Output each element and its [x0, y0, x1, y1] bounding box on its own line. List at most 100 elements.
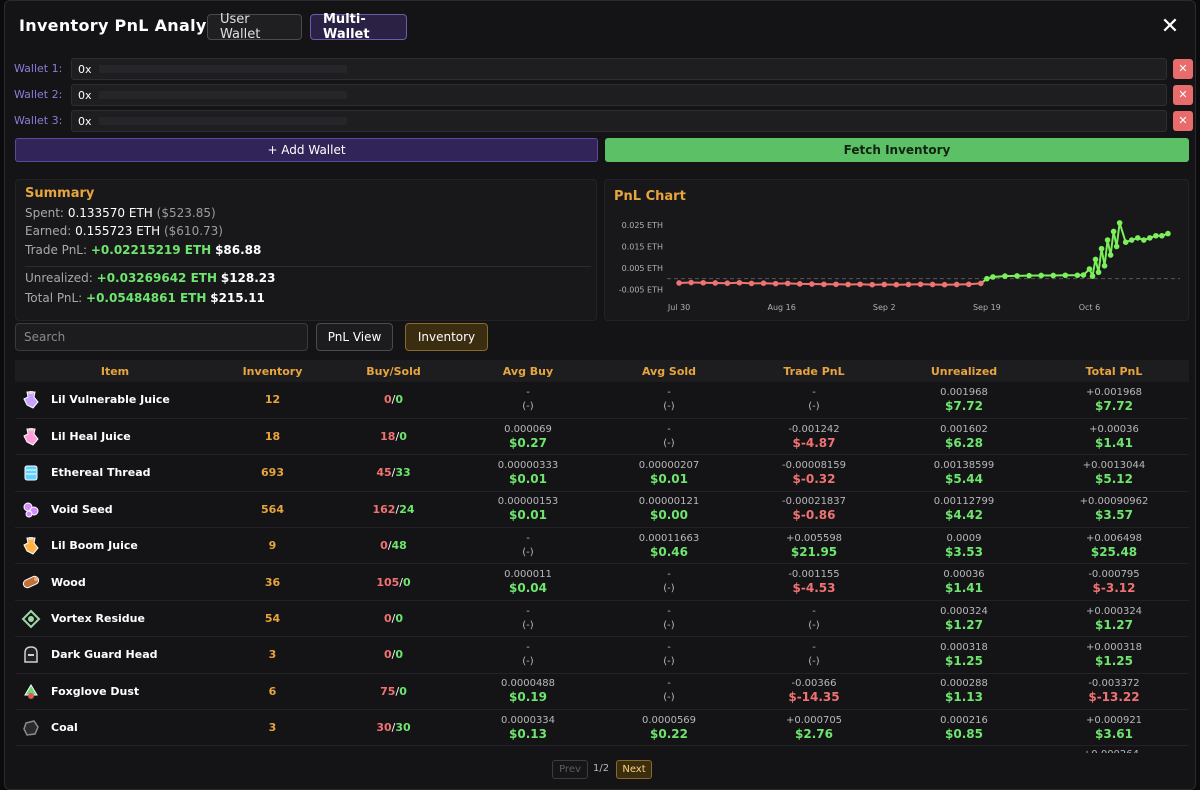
inventory-cell: 18: [215, 418, 330, 454]
add-wallet-button[interactable]: + Add Wallet: [15, 138, 598, 162]
avg-buy-eth: 0.000069: [504, 423, 552, 435]
prev-page-button[interactable]: Prev: [552, 760, 588, 779]
wallet-input-2[interactable]: [71, 84, 1167, 106]
total-pnl-cell: +0.000921 $3.61: [1039, 710, 1189, 746]
redacted-address: [99, 117, 347, 125]
item-cell: Ethereal Thread: [15, 455, 215, 491]
column-header[interactable]: Total PnL: [1039, 360, 1189, 382]
inventory-cell: 12: [215, 382, 330, 418]
table-row[interactable]: Foxglove Dust 6 75/0 0.0000488 $0.19 - (…: [15, 673, 1189, 710]
table-row[interactable]: Coal 3 30/30 0.0000334 $0.13 0.0000569 $…: [15, 710, 1189, 746]
table-header-row: Item Inventory Buy/Sold Avg Buy Avg Sold…: [15, 360, 1189, 382]
table-row[interactable]: Void Seed 564 162/24 0.00000153 $0.01 0.…: [15, 491, 1189, 528]
table-row[interactable]: Wood 36 105/0 0.000011 $0.04 - (-) -0.00…: [15, 564, 1189, 601]
separator: /: [391, 393, 396, 407]
sold-count: 0: [403, 575, 411, 589]
user-wallet-button[interactable]: User Wallet: [207, 12, 302, 42]
total-pnl-usd: $7.72: [1095, 398, 1133, 413]
data-point: [978, 280, 984, 287]
total-pnl-eth: -0.003372: [1088, 678, 1140, 690]
column-header[interactable]: Avg Sold: [599, 360, 739, 382]
wood-icon: [22, 575, 40, 589]
column-header[interactable]: Item: [15, 360, 215, 382]
fetch-inventory-button[interactable]: Fetch Inventory: [605, 138, 1189, 162]
buy-sold-cell: 162/24: [330, 491, 457, 527]
series-segment: [1109, 231, 1115, 256]
item-name: Lil Boom Juice: [51, 539, 138, 553]
data-point: [990, 274, 996, 280]
avg-sold-usd: $0.46: [650, 544, 688, 559]
item-name: Vortex Residue: [51, 612, 145, 626]
buy-sold-cell: 0/0: [330, 637, 457, 673]
buy-sold-cell: 105/0: [330, 564, 457, 600]
unrealized-eth: 0.0009: [946, 532, 982, 544]
avg-buy-eth: 0.0000334: [500, 714, 556, 726]
table-row[interactable]: Vortex Residue 54 0/0 - (-) - (-) - (-) …: [15, 600, 1189, 637]
total-pnl-cell: +0.000324 $1.27: [1039, 600, 1189, 636]
data-point: [1014, 273, 1020, 279]
separator: /: [387, 539, 392, 553]
remove-wallet-button[interactable]: ✕: [1173, 59, 1193, 79]
unrealized-cell: 0.001602 $6.28: [889, 418, 1039, 454]
column-header[interactable]: Avg Buy: [457, 360, 599, 382]
series-segment: [1091, 259, 1097, 277]
table-row[interactable]: Lil Heal Juice 18 18/0 0.000069 $0.27 - …: [15, 418, 1189, 455]
total-pnl-line: Total PnL: +0.05484861 ETH $215.11: [25, 291, 265, 305]
tab-pnl-view[interactable]: PnL View: [316, 323, 393, 351]
total-pnl-usd: $3.61: [1095, 726, 1133, 741]
unrealized-usd: $0.85: [945, 726, 983, 741]
unrealized-cell: 0.000288 $1.13: [889, 673, 1039, 709]
column-header[interactable]: Buy/Sold: [330, 360, 457, 382]
wallet-input-3[interactable]: [71, 110, 1167, 132]
table-row[interactable]: Ethereal Thread 693 45/33 0.00000333 $0.…: [15, 455, 1189, 492]
data-point: [1050, 272, 1057, 279]
sold-count: 24: [399, 502, 415, 516]
data-point: [869, 281, 875, 288]
table-row[interactable]: Lil Boom Juice 9 0/48 - (-) 0.00011663 $…: [15, 528, 1189, 564]
remove-wallet-button[interactable]: ✕: [1173, 85, 1193, 105]
total-pnl-eth: +0.00090962: [1079, 496, 1149, 508]
remove-wallet-button[interactable]: ✕: [1173, 111, 1193, 131]
total-pnl-eth: +0.0013044: [1082, 459, 1146, 471]
unrealized-eth: 0.000216: [940, 714, 988, 726]
inventory-count: 3: [268, 648, 277, 662]
avg-buy-eth: 0.000011: [504, 569, 552, 581]
data-point: [1092, 256, 1099, 263]
search-input[interactable]: [15, 323, 308, 351]
total-pnl-usd: $25.48: [1090, 544, 1138, 559]
trade-pnl-usd: $-0.32: [792, 471, 836, 486]
item-cell: Wood: [15, 564, 215, 600]
avg-sold-usd: (-): [663, 583, 675, 595]
buy-sold-cell: 45/33: [330, 455, 457, 491]
bought-count: 105: [376, 575, 400, 589]
wallet-input-1[interactable]: [71, 58, 1167, 80]
inventory-cell: 36: [215, 564, 330, 600]
trade-pnl-eth: -0.001155: [788, 569, 840, 581]
data-point: [893, 281, 900, 288]
total-pnl-usd: $-3.12: [1092, 581, 1136, 596]
data-point: [821, 281, 827, 288]
avg-sold-usd: (-): [663, 400, 675, 412]
unrealized-cell: 0.000324 $1.27: [889, 600, 1039, 636]
tab-inventory[interactable]: Inventory: [405, 323, 488, 351]
unrealized-usd: $7.72: [945, 398, 983, 413]
column-header[interactable]: Trade PnL: [739, 360, 889, 382]
inventory-table: Item Inventory Buy/Sold Avg Buy Avg Sold…: [15, 360, 1189, 753]
next-page-button[interactable]: Next: [616, 760, 652, 779]
bought-count: 30: [376, 721, 392, 735]
x-tick-label: Aug 16: [767, 303, 795, 312]
avg-buy-cell: 0.00000153 $0.01: [457, 491, 599, 527]
trade-usd: $86.88: [215, 243, 262, 257]
column-header[interactable]: Unrealized: [889, 360, 1039, 382]
column-header[interactable]: Inventory: [215, 360, 330, 382]
table-row[interactable]: Lil Vulnerable Juice 12 0/0 - (-) - (-) …: [15, 382, 1189, 419]
inventory-count: 9: [268, 539, 277, 553]
modal-title: Inventory PnL Analysis: [19, 16, 233, 35]
close-icon[interactable]: ✕: [1160, 14, 1180, 39]
table-row[interactable]: Dark Guard Head 3 0/0 - (-) - (-) - (-) …: [15, 637, 1189, 674]
trade-pnl-cell: -0.00008159 $-0.32: [739, 455, 889, 491]
series-segment: [1103, 239, 1109, 266]
multi-wallet-button[interactable]: Multi-Wallet: [310, 12, 407, 42]
unrealized-label: Unrealized:: [25, 271, 93, 285]
data-point: [809, 281, 815, 287]
